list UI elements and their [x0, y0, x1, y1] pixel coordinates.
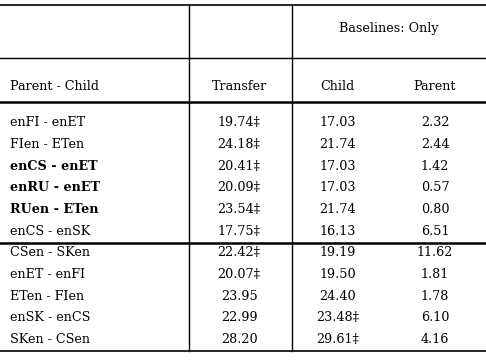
Text: 19.50: 19.50	[319, 268, 356, 281]
Text: enCS - enET: enCS - enET	[10, 160, 97, 173]
Text: 20.09‡: 20.09‡	[218, 181, 260, 194]
Text: 29.61‡: 29.61‡	[316, 333, 359, 346]
Text: 11.62: 11.62	[417, 246, 453, 260]
Text: 22.42‡: 22.42‡	[218, 246, 260, 260]
Text: 24.18‡: 24.18‡	[218, 138, 260, 151]
Text: 0.80: 0.80	[421, 203, 449, 216]
Text: 22.99: 22.99	[221, 311, 258, 324]
Text: 1.42: 1.42	[421, 160, 449, 173]
Text: 4.16: 4.16	[421, 333, 449, 346]
Text: 1.78: 1.78	[421, 290, 449, 303]
Text: 23.95: 23.95	[221, 290, 258, 303]
Text: 23.54‡: 23.54‡	[218, 203, 260, 216]
Text: 21.74: 21.74	[319, 203, 356, 216]
Text: 16.13: 16.13	[320, 225, 356, 238]
Text: 17.75‡: 17.75‡	[218, 225, 260, 238]
Text: 23.48‡: 23.48‡	[316, 311, 359, 324]
Text: 24.40: 24.40	[319, 290, 356, 303]
Text: 20.41‡: 20.41‡	[218, 160, 260, 173]
Text: 17.03: 17.03	[319, 116, 356, 130]
Text: Baselines: Only: Baselines: Only	[339, 22, 438, 35]
Text: 2.44: 2.44	[421, 138, 449, 151]
Text: 2.32: 2.32	[421, 116, 449, 130]
Text: 1.81: 1.81	[421, 268, 449, 281]
Text: 6.10: 6.10	[421, 311, 449, 324]
Text: enET - enFI: enET - enFI	[10, 268, 85, 281]
Text: 21.74: 21.74	[319, 138, 356, 151]
Text: FIen - ETen: FIen - ETen	[10, 138, 84, 151]
Text: 28.20: 28.20	[221, 333, 258, 346]
Text: SKen - CSen: SKen - CSen	[10, 333, 90, 346]
Text: 6.51: 6.51	[421, 225, 449, 238]
Text: Child: Child	[321, 80, 355, 93]
Text: 20.07‡: 20.07‡	[218, 268, 260, 281]
Text: enFI - enET: enFI - enET	[10, 116, 85, 130]
Text: Parent - Child: Parent - Child	[10, 80, 99, 93]
Text: Parent: Parent	[414, 80, 456, 93]
Text: Transfer: Transfer	[211, 80, 267, 93]
Text: 0.57: 0.57	[421, 181, 449, 194]
Text: 17.03: 17.03	[319, 160, 356, 173]
Text: CSen - SKen: CSen - SKen	[10, 246, 90, 260]
Text: enRU - enET: enRU - enET	[10, 181, 100, 194]
Text: enCS - enSK: enCS - enSK	[10, 225, 90, 238]
Text: 19.19: 19.19	[320, 246, 356, 260]
Text: RUen - ETen: RUen - ETen	[10, 203, 98, 216]
Text: ETen - FIen: ETen - FIen	[10, 290, 84, 303]
Text: 19.74‡: 19.74‡	[218, 116, 260, 130]
Text: 17.03: 17.03	[319, 181, 356, 194]
Text: enSK - enCS: enSK - enCS	[10, 311, 90, 324]
